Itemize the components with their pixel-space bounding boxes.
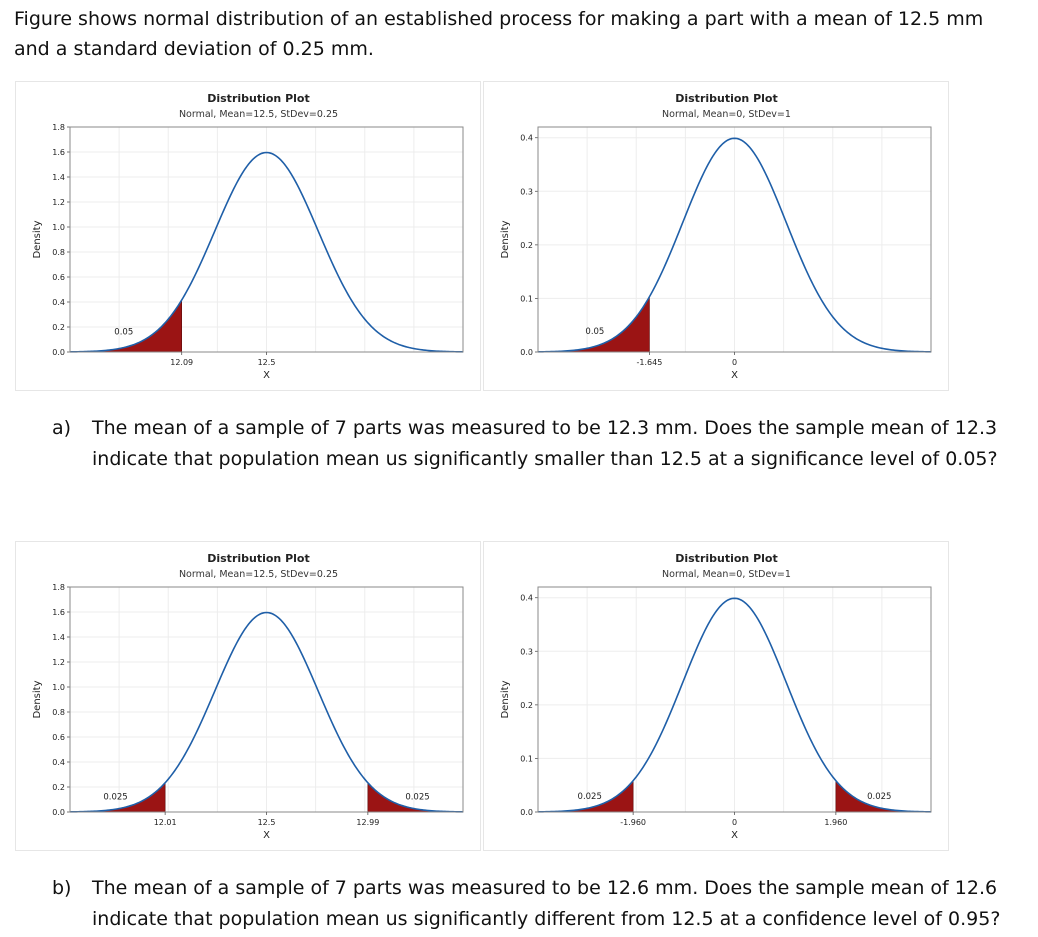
y-tick-label: 1.6: [52, 608, 65, 617]
x-tick-label: -1.960: [620, 818, 646, 827]
y-axis-label: Density: [500, 680, 511, 718]
x-tick-label: -1.645: [637, 358, 663, 367]
x-axis-label: X: [263, 370, 270, 381]
x-tick-label: 1.960: [824, 818, 847, 827]
y-tick-label: 0.6: [52, 733, 65, 742]
tail-area-label: 0.025: [578, 792, 602, 802]
y-tick-label: 0.8: [52, 708, 65, 717]
y-tick-label: 0.2: [520, 241, 533, 250]
y-tick-label: 1.0: [52, 683, 65, 692]
chart-svg: Distribution Plot Normal, Mean=12.5, StDe…: [32, 552, 464, 841]
chart-title: Distribution Plot: [207, 92, 310, 105]
y-axis-label: Density: [500, 220, 511, 258]
x-tick-label: 12.5: [258, 818, 276, 827]
x-tick-label: 0: [732, 358, 737, 367]
y-tick-label: 1.8: [52, 583, 65, 592]
chart-subtitle: Normal, Mean=0, StDev=1: [662, 109, 791, 120]
y-axis-label: Density: [32, 680, 43, 718]
y-tick-label: 0.0: [52, 808, 65, 817]
density-curve: [537, 137, 932, 353]
question-a-letter: a): [52, 417, 72, 439]
distribution-plot-2: Distribution Plot Normal, Mean=0, StDev=1…: [483, 81, 949, 391]
chart-title: Distribution Plot: [207, 552, 310, 565]
question-a-text: The mean of a sample of 7 parts was meas…: [92, 417, 998, 470]
y-tick-label: 1.8: [52, 123, 65, 132]
tail-area-label: 0.025: [867, 792, 891, 802]
x-axis-label: X: [731, 370, 738, 381]
chart-svg: Distribution Plot Normal, Mean=0, StDev=1…: [500, 552, 932, 841]
y-tick-label: 0.3: [520, 647, 533, 656]
y-tick-label: 1.0: [52, 223, 65, 232]
y-tick-label: 0.1: [520, 294, 533, 303]
chart-title: Distribution Plot: [675, 92, 778, 105]
y-tick-label: 0.1: [520, 754, 533, 763]
y-tick-label: 1.4: [52, 173, 65, 182]
y-tick-label: 0.3: [520, 187, 533, 196]
y-tick-label: 1.4: [52, 633, 65, 642]
shaded-tail-region: [537, 295, 650, 353]
chart-subtitle: Normal, Mean=12.5, StDev=0.25: [179, 569, 338, 580]
y-tick-label: 0.4: [520, 594, 533, 603]
tail-area-label: 0.05: [114, 328, 133, 338]
shaded-tail-region: [69, 298, 182, 353]
chart-subtitle: Normal, Mean=0, StDev=1: [662, 569, 791, 580]
chart-svg: Distribution Plot Normal, Mean=12.5, StDe…: [32, 92, 464, 381]
y-axis-label: Density: [32, 220, 43, 258]
y-tick-label: 0.2: [52, 323, 65, 332]
distribution-plot-4: Distribution Plot Normal, Mean=0, StDev=1…: [483, 541, 949, 851]
question-a: a) The mean of a sample of 7 parts was m…: [52, 413, 1027, 477]
y-tick-label: 1.2: [52, 198, 65, 207]
density-curve: [537, 597, 932, 813]
x-tick-label: 0: [732, 818, 737, 827]
intro-text: Figure shows normal distribution of an e…: [14, 8, 984, 60]
x-tick-label: 12.99: [356, 818, 379, 827]
x-tick-label: 12.5: [258, 358, 276, 367]
y-tick-label: 0.0: [520, 808, 533, 817]
density-curve: [69, 611, 464, 813]
tail-area-label: 0.025: [405, 793, 429, 803]
question-b-text: The mean of a sample of 7 parts was meas…: [92, 877, 1001, 930]
y-tick-label: 0.8: [52, 248, 65, 257]
tail-area-label: 0.025: [103, 793, 127, 803]
y-tick-label: 0.6: [52, 273, 65, 282]
question-b-letter: b): [52, 877, 72, 899]
density-curve: [69, 151, 464, 353]
distribution-plot-3: Distribution Plot Normal, Mean=12.5, StDe…: [15, 541, 481, 851]
question-b: b) The mean of a sample of 7 parts was m…: [52, 873, 1027, 937]
x-tick-label: 12.01: [154, 818, 177, 827]
chart-svg: Distribution Plot Normal, Mean=0, StDev=1…: [500, 92, 932, 381]
distribution-plot-1: Distribution Plot Normal, Mean=12.5, StDe…: [15, 81, 481, 391]
y-tick-label: 0.4: [52, 298, 65, 307]
y-tick-label: 0.4: [520, 134, 533, 143]
x-axis-label: X: [263, 830, 270, 841]
y-tick-label: 0.4: [52, 758, 65, 767]
tail-area-label: 0.05: [585, 327, 604, 337]
y-tick-label: 0.2: [520, 701, 533, 710]
chart-subtitle: Normal, Mean=12.5, StDev=0.25: [179, 109, 338, 120]
chart-title: Distribution Plot: [675, 552, 778, 565]
y-tick-label: 0.0: [520, 348, 533, 357]
y-tick-label: 0.0: [52, 348, 65, 357]
y-tick-label: 0.2: [52, 783, 65, 792]
x-tick-label: 12.09: [170, 358, 193, 367]
y-tick-label: 1.6: [52, 148, 65, 157]
x-axis-label: X: [731, 830, 738, 841]
y-tick-label: 1.2: [52, 658, 65, 667]
